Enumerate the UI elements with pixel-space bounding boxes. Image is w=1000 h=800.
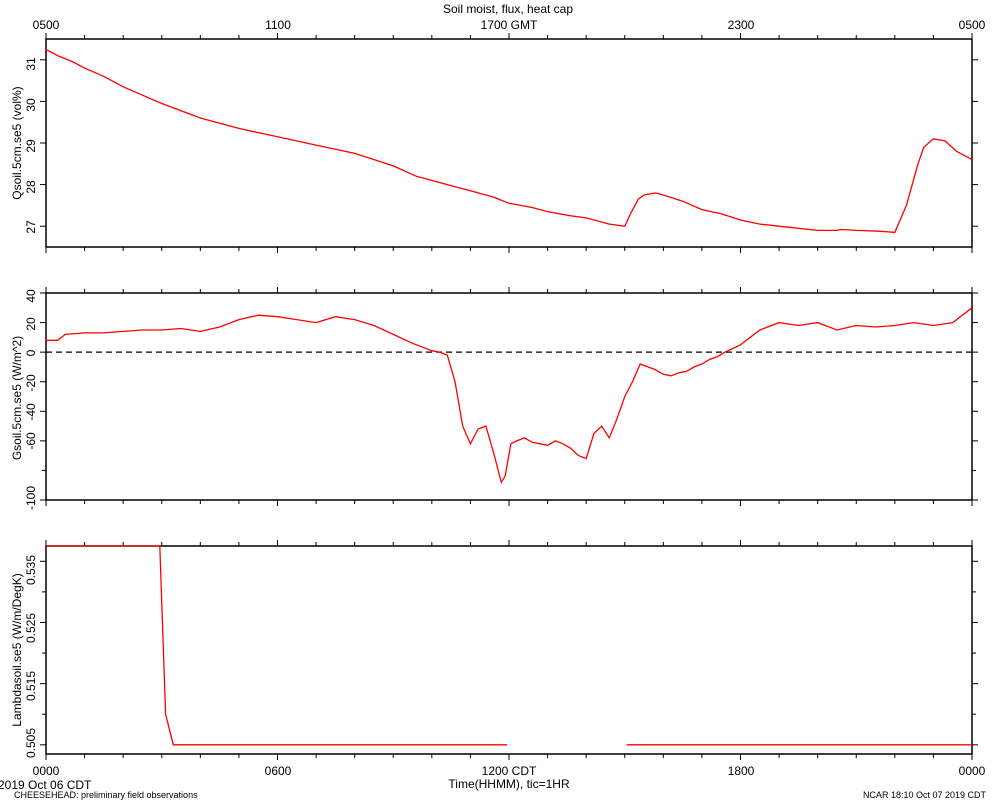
ytick-label: 0 <box>24 349 38 356</box>
ytick-label: -60 <box>24 432 38 450</box>
ytick-label: 0.515 <box>24 671 38 701</box>
top-xtick-label: 0500 <box>959 18 986 32</box>
top-xtick-label: 1100 <box>265 18 291 32</box>
ytick-label: 31 <box>24 57 38 71</box>
top-xaxis-labels: 0500 1100 1700 GMT 2300 0500 <box>33 18 986 32</box>
ytick-label: -20 <box>24 374 38 392</box>
panel-soil-moisture: 27 28 29 30 31 Qsoil.5cm.se5 (vol%) <box>10 33 978 253</box>
series-line-thermal-conductivity <box>46 545 972 746</box>
ytick-label: 28 <box>24 180 38 194</box>
xaxis-title: Time(HHMM), tic=1HR <box>448 777 570 791</box>
yaxis-ticks <box>40 540 978 760</box>
panel-soil-heat-flux: 40 20 0 -20 -40 -60 -100 Gsoil.5cm.se5 (… <box>10 287 978 510</box>
ytick-label: -40 <box>24 403 38 421</box>
bottom-xtick-label: 0000 <box>959 764 986 778</box>
footer-timestamp: NCAR 18:10 Oct 07 2019 CDT <box>863 790 987 800</box>
bottom-xtick-label: 0600 <box>265 764 292 778</box>
panel-thermal-conductivity: 0.535 0.525 0.515 0.505 Lambdasoil.se5 (… <box>10 540 978 760</box>
series-line-soil-heat-flux <box>46 307 973 484</box>
ytick-label: -100 <box>24 486 38 510</box>
ytick-label: 20 <box>24 317 38 331</box>
ytick-label: 30 <box>24 98 38 112</box>
top-xtick-label: 0500 <box>33 18 60 32</box>
footer-project: CHEESEHEAD: preliminary field observatio… <box>14 790 198 800</box>
ytick-label: 0.535 <box>24 555 38 585</box>
top-xtick-label: 1700 GMT <box>481 18 538 32</box>
yaxis-title: Lambdasoil.se5 (W/m/DegK) <box>10 573 24 726</box>
yaxis-ticks <box>40 287 978 506</box>
panel-frame <box>45 38 973 248</box>
footer-date: 2019 Oct 06 CDT <box>0 778 92 792</box>
panel-frame <box>45 292 973 501</box>
ytick-label: 0.525 <box>24 613 38 643</box>
series-line-soil-moisture <box>45 48 973 234</box>
yaxis-title: Qsoil.5cm.se5 (vol%) <box>10 86 24 199</box>
yaxis-title: Gsoil.5cm.se5 (W/m^2) <box>10 336 24 460</box>
bottom-xaxis-labels: 0000 0600 1200 CDT 1800 0000 <box>33 764 986 778</box>
ytick-label: 40 <box>24 289 38 303</box>
chart-title: Soil moist, flux, heat cap <box>443 2 573 16</box>
ytick-label: 29 <box>24 139 38 153</box>
bottom-xtick-label: 0000 <box>33 764 60 778</box>
ytick-label: 0.505 <box>24 728 38 758</box>
top-xtick-label: 2300 <box>728 18 755 32</box>
yaxis-ticks <box>40 33 978 253</box>
bottom-xtick-label: 1200 CDT <box>482 764 537 778</box>
bottom-xtick-label: 1800 <box>728 764 755 778</box>
panel-frame <box>45 545 973 755</box>
ytick-label: 27 <box>24 220 38 234</box>
